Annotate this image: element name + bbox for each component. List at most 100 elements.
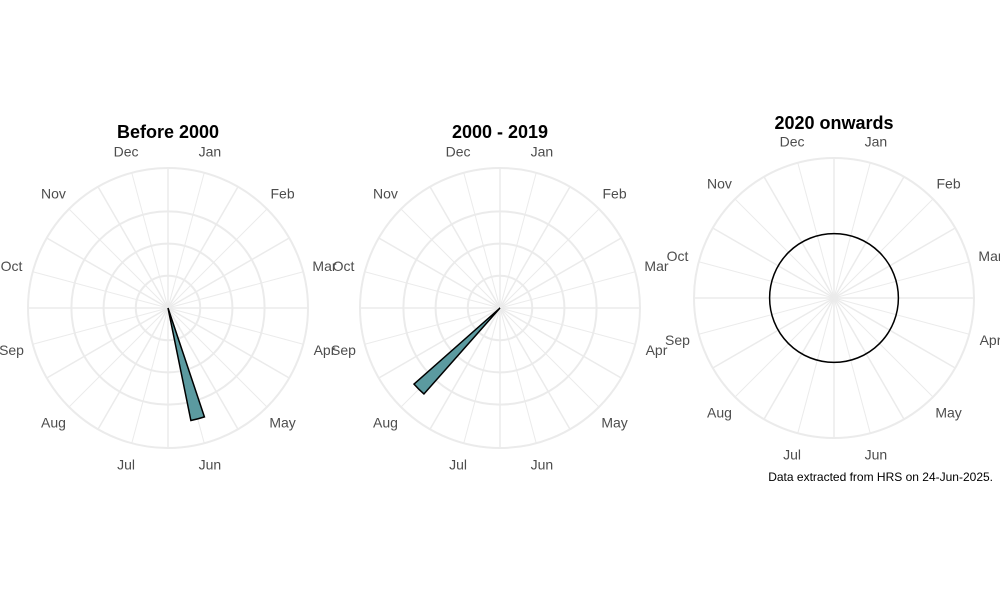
month-label-jun: Jun	[199, 456, 222, 472]
grid-spoke	[68, 208, 169, 309]
grid-spoke	[499, 307, 636, 345]
month-label-may: May	[269, 415, 295, 431]
grid-spoke	[429, 307, 501, 430]
grid-spoke	[499, 271, 636, 309]
bar-aug	[412, 307, 501, 396]
grid-spoke	[400, 208, 501, 309]
grid-spoke	[499, 172, 537, 309]
month-label-aug: Aug	[707, 405, 732, 421]
grid-spoke	[712, 297, 835, 369]
grid-spoke	[734, 297, 835, 398]
month-label-mar: Mar	[312, 258, 336, 274]
empty-series-outline	[768, 232, 900, 364]
grid-spoke	[32, 307, 169, 345]
month-label-feb: Feb	[270, 185, 294, 201]
grid-spoke	[499, 307, 622, 379]
month-label-sep: Sep	[0, 342, 24, 358]
grid-spoke	[364, 271, 501, 309]
grid-spoke	[46, 237, 169, 309]
grid-spoke	[833, 297, 905, 420]
month-label-jun: Jun	[531, 456, 554, 472]
month-label-nov: Nov	[707, 175, 732, 191]
month-label-dec: Dec	[780, 134, 805, 150]
month-label-jul: Jul	[783, 446, 801, 462]
grid-spoke	[378, 307, 501, 379]
grid-spoke	[463, 307, 501, 444]
grid-spoke	[68, 307, 169, 408]
month-label-oct: Oct	[1, 258, 23, 274]
grid-spoke	[833, 297, 956, 369]
polar-panel-1: Jan Feb Mar Apr May Jun Jul Aug Sep Oct Nov Dec Befo…	[0, 122, 337, 472]
grid-spoke	[32, 271, 169, 309]
month-label-aug: Aug	[41, 415, 66, 431]
grid-spoke	[833, 227, 956, 299]
grid-spoke	[833, 162, 871, 299]
grid-spoke	[167, 307, 239, 430]
month-label-jan: Jan	[531, 144, 554, 160]
month-label-apr: Apr	[314, 342, 336, 358]
grid-spoke	[833, 297, 970, 335]
grid-spoke	[97, 307, 169, 430]
month-label-nov: Nov	[373, 185, 398, 201]
grid-spoke	[763, 297, 835, 420]
grid-spoke	[763, 176, 835, 299]
month-label-sep: Sep	[331, 342, 356, 358]
grid-spoke	[833, 176, 905, 299]
grid-spoke	[499, 237, 622, 309]
grid-spoke	[499, 307, 600, 408]
grid-spoke	[97, 186, 169, 309]
grid-spoke	[131, 172, 169, 309]
month-label-feb: Feb	[602, 185, 626, 201]
grid-spoke	[734, 198, 835, 299]
month-label-jan: Jan	[865, 134, 888, 150]
polar-panel-2: Jan Feb Mar Apr May Jun Jul Aug Sep Oct Nov Dec 2000…	[331, 122, 669, 472]
month-label-apr: Apr	[980, 332, 1000, 348]
panel-title: 2000 - 2019	[452, 122, 548, 142]
month-label-aug: Aug	[373, 415, 398, 431]
month-label-jul: Jul	[449, 456, 467, 472]
month-label-mar: Mar	[978, 248, 1000, 264]
grid-spoke	[167, 237, 290, 309]
grid-spoke	[167, 271, 304, 309]
month-label-jul: Jul	[117, 456, 135, 472]
month-label-may: May	[601, 415, 627, 431]
month-label-jun: Jun	[865, 446, 888, 462]
grid-spoke	[833, 198, 934, 299]
grid-spoke	[698, 261, 835, 299]
panel-title: Before 2000	[117, 122, 219, 142]
grid-spoke	[131, 307, 169, 444]
grid-spoke	[797, 162, 835, 299]
month-label-may: May	[935, 405, 961, 421]
bar-jun	[167, 307, 206, 422]
grid-spoke	[499, 307, 571, 430]
grid-spoke	[499, 186, 571, 309]
grid-spoke	[499, 307, 537, 444]
month-label-dec: Dec	[446, 144, 471, 160]
polar-panel-3: Jan Feb Mar Apr May Jun Jul Aug Sep Oct Nov Dec2020…	[665, 113, 1000, 462]
month-label-dec: Dec	[114, 144, 139, 160]
grid-spoke	[712, 227, 835, 299]
grid-spoke	[797, 297, 835, 434]
grid-spoke	[463, 172, 501, 309]
month-label-sep: Sep	[665, 332, 690, 348]
grid-spoke	[833, 297, 934, 398]
grid-spoke	[499, 208, 600, 309]
month-label-apr: Apr	[646, 342, 668, 358]
grid-spoke	[167, 307, 268, 408]
month-label-oct: Oct	[333, 258, 355, 274]
month-label-mar: Mar	[644, 258, 668, 274]
month-label-oct: Oct	[667, 248, 689, 264]
grid-spoke	[46, 307, 169, 379]
grid-spoke	[167, 307, 304, 345]
grid-spoke	[698, 297, 835, 335]
grid-spoke	[364, 307, 501, 345]
grid-spoke	[833, 261, 970, 299]
grid-spoke	[833, 297, 871, 434]
grid-spoke	[167, 307, 290, 379]
month-label-feb: Feb	[936, 175, 960, 191]
grid-spoke	[378, 237, 501, 309]
grid-spoke	[167, 208, 268, 309]
month-label-nov: Nov	[41, 185, 66, 201]
grid-spoke	[167, 186, 239, 309]
